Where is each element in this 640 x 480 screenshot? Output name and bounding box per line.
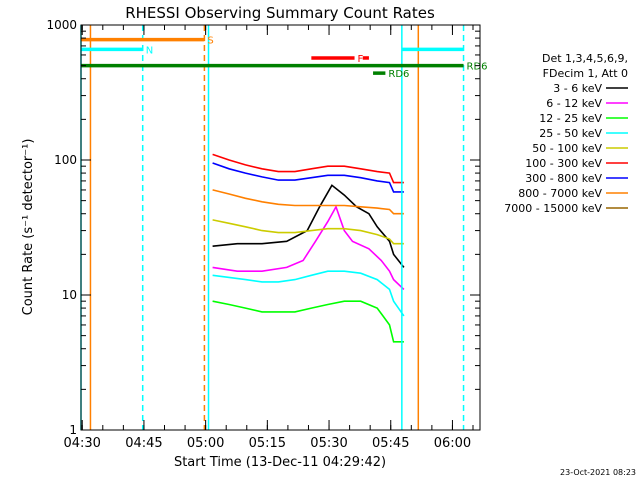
legend-header-line-1: Det 1,3,4,5,6,9, — [542, 52, 628, 65]
y-axis-ticks: 1 10 100 1000 — [46, 18, 480, 437]
x-axis-label: Start Time (13-Dec-11 04:29:42) — [174, 455, 386, 470]
series-line-1 — [212, 204, 405, 290]
x-tick-label: 06:00 — [434, 436, 471, 451]
legend-label-6: 300 - 800 keV — [525, 172, 602, 185]
legend-label-3: 25 - 50 keV — [539, 127, 602, 140]
x-axis-ticks: 04:30 04:45 05:00 05:15 05:30 05:45 06:00 — [63, 25, 474, 451]
legend-label-2: 12 - 25 keV — [539, 112, 602, 125]
series-line-7 — [212, 189, 404, 215]
segment-label-5: RD6 — [467, 62, 488, 73]
y-tick-label: 10 — [62, 288, 77, 302]
status-segments: S N F RD6 RD6 — [81, 36, 488, 80]
series-traces — [212, 153, 405, 343]
segment-label-6: RD6 — [388, 69, 409, 80]
segment-label-0: S — [207, 36, 213, 47]
series-line-5 — [212, 153, 404, 184]
legend-header-line-2: FDecim 1, Att 0 — [543, 67, 628, 80]
legend-label-5: 100 - 300 keV — [525, 157, 602, 170]
legend-label-4: 50 - 100 keV — [532, 142, 602, 155]
x-tick-label: 05:15 — [249, 436, 286, 451]
legend-label-8: 7000 - 15000 keV — [504, 202, 602, 215]
x-tick-label: 04:45 — [125, 436, 162, 451]
y-tick-label: 1000 — [46, 18, 77, 32]
series-line-3 — [212, 270, 405, 317]
legend-label-1: 6 - 12 keV — [546, 97, 602, 110]
y-tick-label: 1 — [69, 423, 77, 437]
x-tick-label: 05:45 — [372, 436, 409, 451]
legend: Det 1,3,4,5,6,9, FDecim 1, Att 0 3 - 6 k… — [504, 52, 628, 215]
legend-label-7: 800 - 7000 keV — [518, 187, 602, 200]
legend-label-0: 3 - 6 keV — [553, 82, 602, 95]
series-line-6 — [212, 162, 404, 193]
segment-label-1: N — [146, 45, 153, 56]
chart-title: RHESSI Observing Summary Count Rates — [125, 4, 435, 22]
timestamp: 23-Oct-2021 08:23 — [560, 468, 636, 477]
plot-frame — [80, 24, 481, 431]
x-tick-label: 05:00 — [187, 436, 224, 451]
y-tick-label: 100 — [54, 153, 77, 167]
series-line-2 — [212, 300, 404, 343]
y-axis-label: Count Rate (s⁻¹ detector⁻¹) — [21, 139, 36, 316]
x-tick-label: 05:30 — [310, 436, 347, 451]
x-tick-label: 04:30 — [63, 436, 100, 451]
series-line-4 — [212, 219, 404, 245]
segment-label-3: F — [358, 54, 364, 65]
